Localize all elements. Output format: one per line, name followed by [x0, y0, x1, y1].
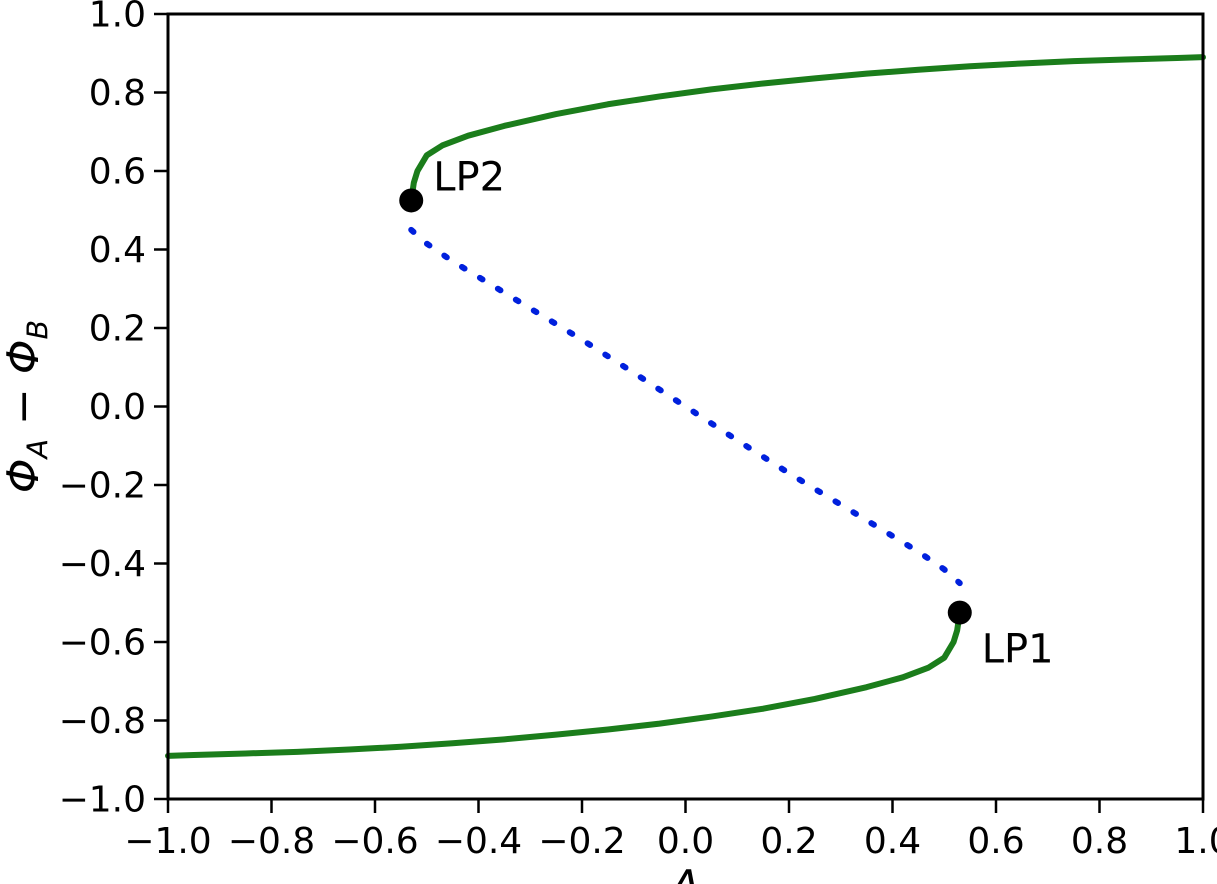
- y-axis-label: ΦA − ΦB: [0, 320, 55, 493]
- y-tick-label: −0.8: [59, 701, 146, 742]
- y-tick-label: −0.4: [59, 544, 146, 585]
- y-tick-label: 0.4: [89, 230, 146, 271]
- x-tick-label: 0.2: [760, 821, 817, 862]
- chart-svg: LP1 LP2 −1.0 −0.8 −0.6 −0.4 −0.2 0.0 0.2 0.4 0.6 0.…: [0, 0, 1217, 884]
- y-tick-label: −0.6: [59, 623, 146, 664]
- lp1-label: LP1: [982, 627, 1054, 673]
- y-tick-label: 0.6: [89, 152, 146, 193]
- lp2-marker: [399, 188, 423, 212]
- x-tick-label: −0.2: [538, 821, 625, 862]
- y-tick-label: 0.0: [89, 387, 146, 428]
- lp1-marker: [948, 601, 972, 625]
- y-tick-label: −0.2: [59, 466, 146, 507]
- bifurcation-chart: LP1 LP2 −1.0 −0.8 −0.6 −0.4 −0.2 0.0 0.2 0.4 0.6 0.…: [0, 0, 1217, 884]
- y-tick-label: 0.2: [89, 309, 146, 350]
- x-tick-label: −0.8: [228, 821, 315, 862]
- x-tick-label: 1.0: [1174, 821, 1217, 862]
- svg-text:ΦA − ΦB: ΦA − ΦB: [0, 320, 55, 493]
- x-tick-label: 0.6: [967, 821, 1024, 862]
- x-tick-label: −0.6: [331, 821, 418, 862]
- x-tick-label: −1.0: [124, 821, 211, 862]
- lp2-label: LP2: [433, 154, 505, 200]
- y-tick-label: 0.8: [89, 73, 146, 114]
- y-tick-label: −1.0: [59, 780, 146, 821]
- y-tick-label: 1.0: [89, 0, 146, 36]
- x-tick-label: 0.0: [657, 821, 714, 862]
- x-tick-label: 0.8: [1071, 821, 1128, 862]
- x-tick-label: 0.4: [864, 821, 921, 862]
- x-tick-label: −0.4: [435, 821, 522, 862]
- x-axis-label: Δ: [667, 861, 700, 884]
